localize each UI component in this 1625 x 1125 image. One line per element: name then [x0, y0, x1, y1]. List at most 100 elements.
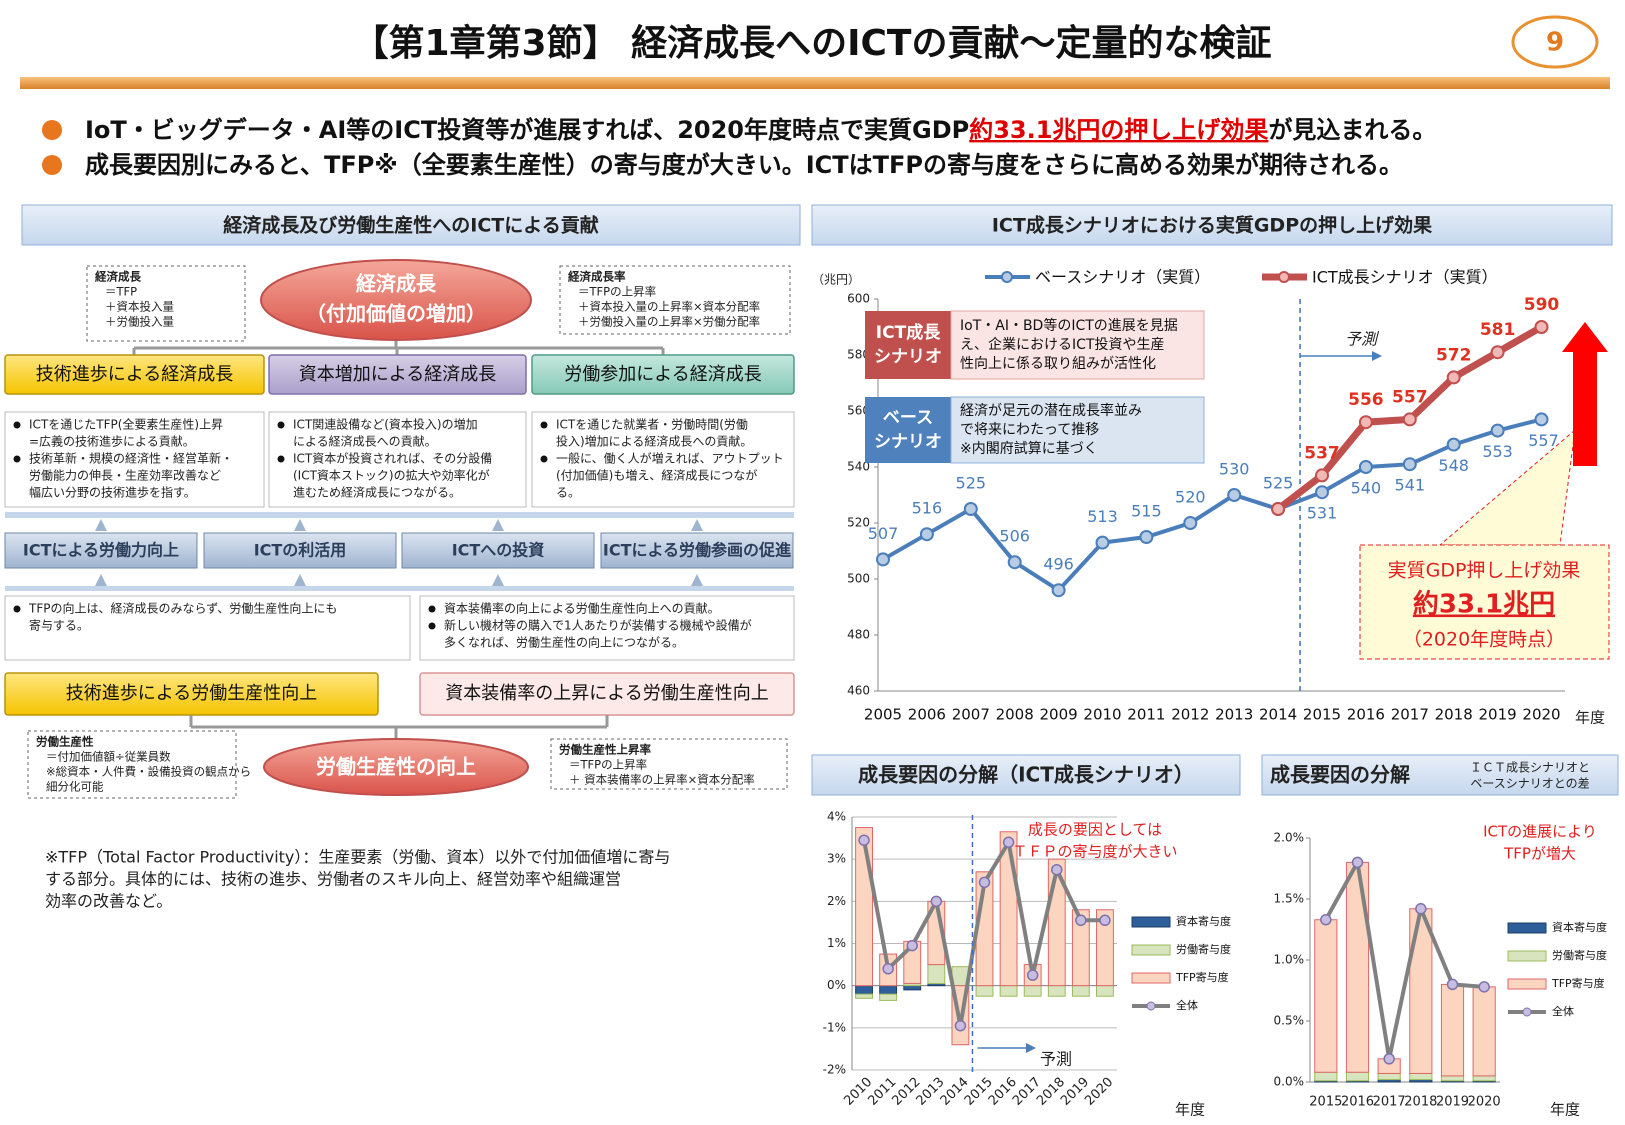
scenario-text: IoT・AI・BD等のICTの進展を見据: [960, 317, 1178, 334]
y-tick-label: 480: [847, 628, 870, 642]
point: [1415, 903, 1427, 915]
y-tick-label: 460: [847, 684, 870, 698]
bar-segment: [903, 985, 922, 991]
note-line: 幅広い分野の技術進歩を指す。: [29, 485, 196, 500]
data-label: 557: [1392, 387, 1428, 407]
y-tick-label: 500: [847, 572, 870, 586]
annotation: TFPが増大: [1503, 845, 1576, 863]
footnote: する部分。具体的には、技術の進歩、労働者のスキル向上、経営効率や組織運営: [45, 870, 621, 889]
scenario-tag-label: ベース: [883, 408, 933, 428]
role-box: [600, 532, 794, 569]
up-arrow: [1562, 322, 1608, 466]
point: [1026, 969, 1039, 981]
callout-text: 実質GDP押し上げ効果: [1388, 560, 1581, 582]
arrow: [95, 519, 107, 531]
note-line: 資本装備率の向上による労働生産性向上への貢献。: [444, 601, 720, 616]
point: [1478, 981, 1490, 993]
footnote: 効率の改善など。: [45, 892, 172, 911]
data-label: 540: [1351, 479, 1382, 498]
section-title: 経済成長及び労働生産性へのICTによる貢献: [223, 214, 598, 237]
point: [1446, 370, 1461, 385]
legend-swatch: [1507, 950, 1547, 962]
note-bullet: [428, 605, 436, 613]
page-badge: [1511, 15, 1599, 69]
note-line: 労働能力の伸長・生産効率改善など: [29, 468, 221, 483]
data-label: 557: [1528, 431, 1559, 450]
data-label: 541: [1395, 476, 1426, 495]
bar-segment: [1472, 1075, 1496, 1082]
x-tick-label: 2017: [1391, 706, 1429, 724]
x-tick-label: 2006: [908, 706, 946, 724]
note-line: る。: [556, 486, 580, 500]
y-tick-label: 0.5%: [1274, 1014, 1305, 1028]
definition-line: ＋資本投入量: [105, 300, 174, 314]
node: [260, 259, 532, 341]
definition-line: ＋労働投入量: [105, 315, 174, 329]
arrow: [1026, 1043, 1036, 1053]
y-tick-label: 0.0%: [1274, 1075, 1305, 1089]
note-line: 新しい機材等の購入で1人あたりが装備する機械や設備が: [444, 618, 752, 633]
y-tick-label: 540: [847, 460, 870, 474]
legend-label: 労働寄与度: [1176, 942, 1231, 956]
legend-label: 労働寄与度: [1552, 948, 1607, 962]
point: [1446, 437, 1461, 452]
data-label: 590: [1524, 295, 1560, 315]
note-bullet: [277, 421, 285, 429]
point: [954, 1019, 967, 1032]
bar-segment: [975, 985, 994, 997]
chart-title: 成長要因の分解（ICT成長シナリオ）: [858, 763, 1194, 787]
scenario-tag-label: シナリオ: [874, 432, 942, 452]
point: [1139, 530, 1154, 544]
point: [1320, 913, 1332, 926]
x-tick-label: 2016: [1341, 1095, 1374, 1110]
arrow: [294, 574, 306, 586]
note-line: 多くなれば、労働生産性の向上につながる。: [444, 635, 684, 650]
legend-label: 全体: [1552, 1004, 1574, 1018]
band: [5, 586, 794, 591]
factor-label: 労働参加による経済成長: [564, 364, 761, 385]
role-box: [4, 532, 198, 569]
legend-swatch: [1131, 972, 1171, 984]
scenario-tag-label: ICT成長: [876, 322, 941, 343]
legend-marker: [1001, 271, 1013, 283]
definition-box: [27, 730, 237, 799]
point: [1271, 502, 1286, 516]
factor-label: 資本増加による経済成長: [299, 364, 496, 385]
x-tick-label: 2010: [1083, 706, 1121, 724]
point: [1534, 412, 1549, 427]
note-line: 寄与する。: [29, 618, 89, 633]
data-label: 530: [1219, 460, 1250, 479]
note-line: =広義の技術進歩による貢献。: [29, 434, 195, 449]
bar-segment: [1345, 1071, 1370, 1082]
legend-swatch: [1507, 978, 1547, 990]
data-label: 515: [1131, 502, 1162, 521]
bar-segment: [1345, 861, 1370, 1073]
data-label: 496: [1043, 555, 1074, 574]
arrow: [492, 574, 504, 586]
data-label: 506: [999, 527, 1030, 546]
band: [5, 512, 794, 518]
x-tick-label: 2015: [1309, 1095, 1342, 1110]
point: [963, 502, 978, 516]
factor-box: [268, 354, 527, 395]
y-tick-label: 520: [847, 516, 870, 530]
note-line: (ICT資本ストック)の拡大や効率化が: [293, 468, 490, 483]
role-label: ICTへの投資: [452, 541, 545, 560]
definition-line: ＝TFPの上昇率: [578, 285, 656, 299]
point: [1227, 488, 1242, 502]
bar-segment: [1314, 919, 1338, 1073]
footnote: ※TFP（Total Factor Productivity）：生産要素（労働、…: [45, 848, 670, 867]
legend-label: 資本寄与度: [1552, 920, 1607, 934]
chart-subtitle: ベースシナリオとの差: [1470, 777, 1589, 791]
summary-bullet: IoT・ビッグデータ・AI等のICT投資等が進展すれば、2020年度時点で実質G…: [85, 116, 1436, 144]
note-line: (付加価値)も増え、経済成長につなが: [556, 468, 757, 483]
x-tick-label: 2014: [1259, 706, 1297, 724]
definition-line: ※総資本・人件費・設備投資の観点から: [46, 765, 251, 779]
x-tick-label: 2015: [1303, 706, 1341, 724]
role-box: [401, 532, 595, 569]
bar-segment: [999, 985, 1018, 997]
note-line: TFPの向上は、経済成長のみならず、労働生産性向上にも: [28, 601, 337, 616]
forecast-label: 予測: [1040, 1050, 1072, 1069]
